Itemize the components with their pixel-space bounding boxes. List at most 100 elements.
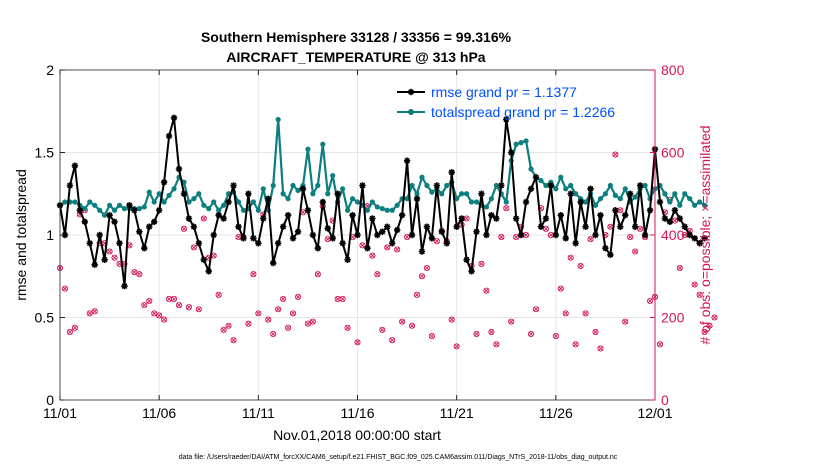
rmse-point: [686, 231, 693, 239]
rmse-point: [468, 268, 475, 275]
totalspread-point: [349, 196, 356, 202]
obs-possible-point: [146, 297, 153, 305]
obs-assimilated-point: [404, 234, 410, 240]
rmse-point: [116, 240, 123, 247]
rmse-point: [622, 212, 629, 219]
obs-possible-point: [230, 337, 237, 344]
obs-assimilated-point: [340, 296, 346, 302]
obs-possible-point: [86, 310, 93, 317]
obs-assimilated-point: [493, 341, 499, 347]
totalspread-point: [607, 182, 613, 189]
obs-possible-point: [597, 345, 604, 352]
obs-possible-point: [106, 248, 113, 255]
totalspread-point: [582, 199, 589, 205]
totalspread-point: [463, 191, 470, 197]
totalspread-point: [543, 182, 549, 189]
obs-possible-point: [131, 269, 138, 276]
rmse-point: [126, 202, 133, 209]
totalspread-point: [493, 182, 499, 189]
rmse-point: [359, 182, 366, 189]
totalspread-point: [513, 141, 519, 147]
totalspread-point: [672, 191, 678, 197]
rmse-point: [86, 240, 93, 247]
obs-possible-point: [175, 302, 183, 309]
rmse-point: [220, 215, 227, 222]
rmse-point: [627, 190, 634, 197]
totalspread-point: [92, 202, 98, 208]
obs-possible-point: [71, 324, 78, 331]
totalspread-point: [454, 196, 460, 202]
obs-assimilated-point: [682, 232, 688, 238]
totalspread-point: [692, 202, 698, 208]
obs-possible-point: [627, 234, 634, 241]
rmse-point: [592, 231, 599, 239]
totalspread-point: [389, 207, 395, 213]
obs-possible-point: [498, 234, 505, 241]
rmse-point: [696, 240, 703, 247]
rmse-point: [185, 215, 193, 222]
obs-possible-point: [508, 318, 515, 325]
rmse-point: [66, 182, 74, 189]
obs-possible-point: [562, 310, 569, 317]
rmse-point: [641, 231, 649, 239]
obs-possible-point: [354, 339, 361, 346]
obs-possible-point: [66, 328, 73, 335]
obs-assimilated-point: [454, 343, 460, 349]
obs-assimilated-point: [166, 296, 172, 302]
obs-assimilated-point: [374, 271, 380, 277]
rmse-point: [408, 231, 416, 239]
totalspread-point: [642, 182, 648, 189]
obs-possible-point: [399, 318, 406, 325]
rmse-point: [225, 198, 232, 206]
x-axis-label: Nov.01,2018 00:00:00 start: [273, 427, 441, 443]
rmse-point: [448, 169, 455, 176]
obs-assimilated-point: [384, 244, 390, 250]
legend-rmse-star: [407, 88, 415, 96]
rmse-point: [389, 240, 396, 247]
totalspread-point: [191, 196, 197, 202]
rmse-point: [314, 245, 322, 252]
obs-assimilated-point: [280, 296, 286, 302]
totalspread-point: [682, 191, 688, 197]
obs-assimilated-point: [533, 306, 539, 312]
rmse-point: [597, 212, 604, 219]
totalspread-point: [503, 199, 509, 205]
rmse-point: [374, 231, 381, 239]
rmse-point: [146, 223, 153, 230]
obs-possible-point: [691, 281, 698, 288]
obs-assimilated-point: [414, 292, 420, 298]
rmse-point: [200, 256, 207, 263]
obs-possible-point: [339, 295, 346, 302]
obs-possible-point: [151, 310, 158, 317]
totalspread-point: [72, 199, 78, 205]
obs-possible-point: [478, 260, 485, 267]
obs-assimilated-point: [191, 244, 197, 250]
totalspread-point: [364, 207, 371, 213]
obs-possible-point: [493, 341, 500, 348]
totalspread-point: [394, 202, 400, 208]
obs-assimilated-point: [672, 218, 678, 224]
totalspread-point: [116, 202, 123, 208]
obs-assimilated-point: [568, 255, 574, 261]
rmse-point: [369, 215, 376, 222]
totalspread-point: [419, 174, 425, 180]
totalspread-point: [369, 199, 375, 205]
obs-possible-point: [265, 316, 272, 323]
obs-possible-point: [676, 264, 683, 272]
rmse-point: [403, 157, 411, 164]
rmse-point: [433, 182, 441, 189]
totalspread-point: [211, 199, 217, 205]
rmse-point: [547, 182, 555, 189]
totalspread-point: [558, 174, 564, 180]
obs-assimilated-point: [543, 226, 549, 232]
rmse-point: [71, 162, 79, 169]
obs-assimilated-point: [513, 234, 519, 240]
obs-assimilated-point: [702, 329, 708, 335]
obs-possible-point: [314, 271, 321, 278]
obs-assimilated-point: [201, 215, 207, 222]
rmse-point: [676, 215, 683, 222]
totalspread-point: [568, 182, 574, 189]
rmse-point: [473, 228, 480, 235]
rmse-point: [319, 198, 326, 206]
